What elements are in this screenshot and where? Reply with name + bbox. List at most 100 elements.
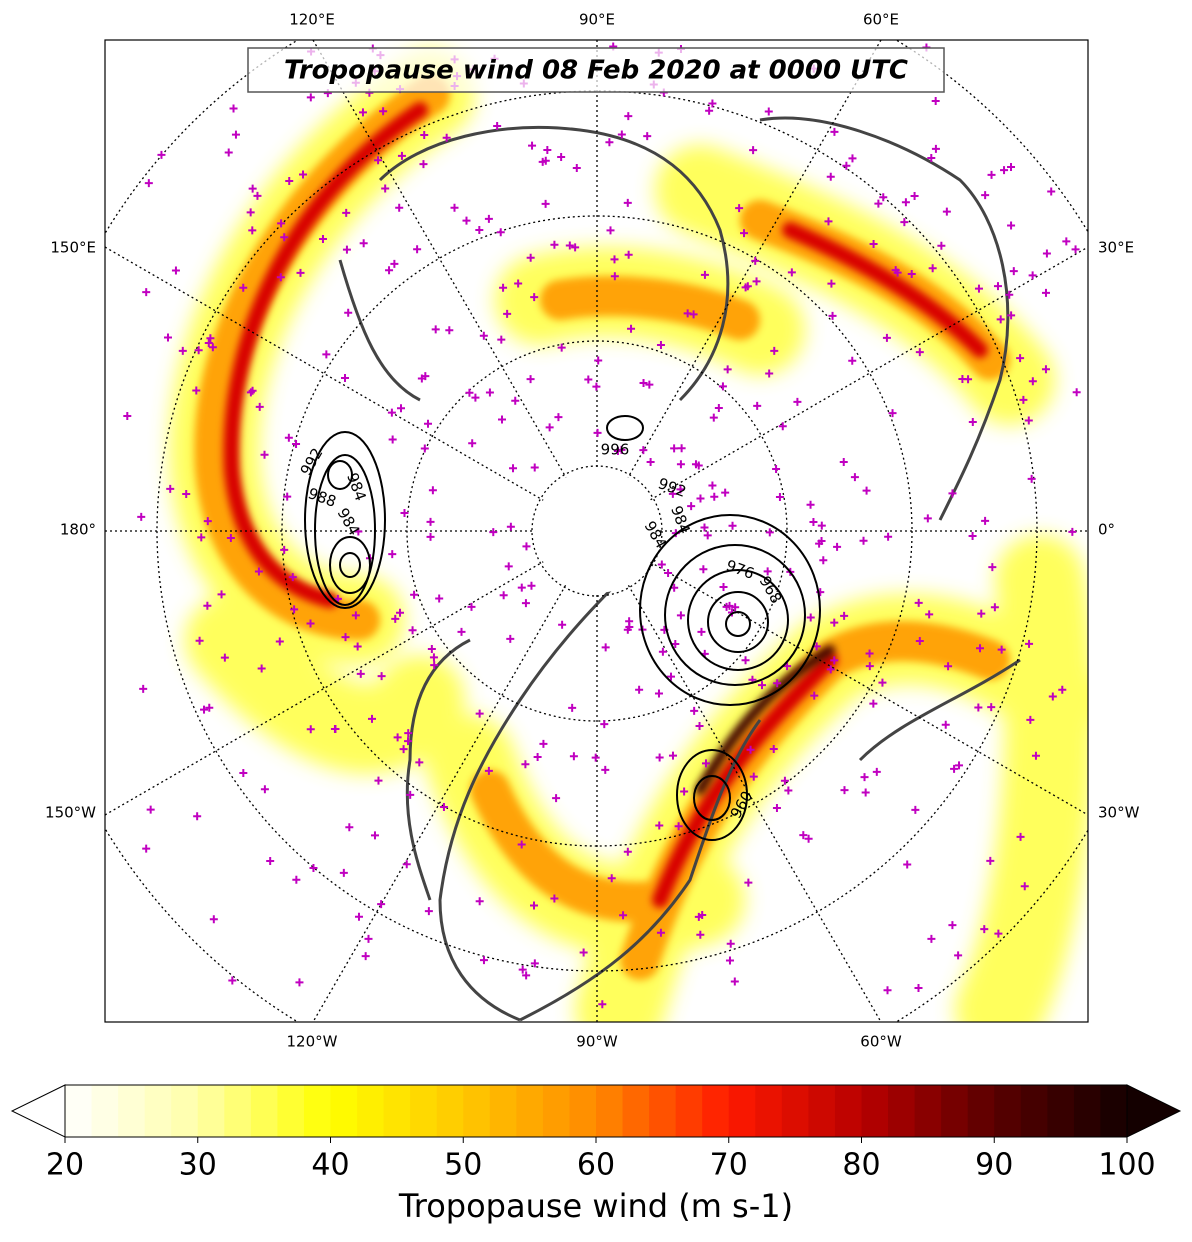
station [903, 860, 912, 869]
station [435, 594, 444, 603]
station [888, 409, 897, 418]
station [209, 915, 218, 924]
station [496, 228, 505, 237]
station [639, 379, 648, 388]
station [200, 705, 209, 714]
station [393, 733, 402, 742]
colorbar-segment [994, 1085, 1022, 1137]
station [670, 583, 679, 592]
station [430, 661, 439, 670]
station [907, 270, 916, 279]
colorbar-tick-label: 80 [842, 1148, 880, 1183]
station [1007, 311, 1016, 320]
station [518, 965, 527, 974]
station [763, 567, 772, 576]
map-frame [104, 39, 1089, 1023]
lonlat-label: 90°E [579, 11, 615, 29]
station [830, 656, 839, 665]
station [610, 272, 619, 281]
station [142, 844, 151, 853]
station [839, 457, 848, 466]
station [623, 847, 632, 856]
station [676, 460, 685, 469]
station [656, 928, 665, 937]
station [784, 786, 793, 795]
station [404, 729, 413, 738]
station [719, 583, 728, 592]
station [809, 517, 818, 526]
station [691, 460, 700, 469]
station [205, 703, 214, 712]
station [731, 603, 740, 612]
station [833, 542, 842, 551]
station [137, 512, 146, 521]
station [280, 545, 289, 554]
station [937, 241, 946, 250]
station [277, 219, 286, 228]
station [342, 208, 351, 217]
station [306, 725, 315, 734]
station [664, 568, 673, 577]
station [462, 216, 471, 225]
lonlat-label: 90°W [576, 1033, 618, 1051]
station [676, 611, 685, 620]
station [751, 256, 760, 265]
station [388, 435, 397, 444]
colorbar-segment [542, 1085, 570, 1137]
station [770, 346, 779, 355]
station [643, 132, 652, 141]
colorbar-segment [861, 1085, 889, 1137]
station [203, 601, 212, 610]
station [522, 971, 531, 980]
station [296, 268, 305, 277]
station [285, 177, 294, 186]
station [765, 528, 774, 537]
station [722, 602, 731, 611]
station [1058, 685, 1067, 694]
colorbar-segment [834, 1085, 862, 1137]
colorbar-segment [728, 1085, 756, 1137]
station [292, 875, 301, 884]
station [322, 350, 331, 359]
station [527, 581, 536, 590]
pressure-contours [304, 415, 821, 841]
colorbar-segment [1100, 1085, 1128, 1137]
station [471, 393, 480, 402]
station [254, 567, 263, 576]
colorbar-segment [410, 1085, 438, 1137]
station [489, 528, 498, 537]
station [931, 144, 940, 153]
station [420, 131, 429, 140]
colorbar-segment [91, 1085, 119, 1137]
station [333, 594, 342, 603]
station [420, 444, 429, 453]
station [283, 492, 292, 501]
station [208, 343, 217, 352]
station [358, 108, 367, 117]
station [260, 785, 269, 794]
station [1007, 221, 1016, 230]
station [990, 603, 999, 612]
station [194, 346, 203, 355]
station [450, 203, 459, 212]
station [195, 636, 204, 645]
station [339, 868, 348, 877]
station [799, 831, 808, 840]
station [687, 502, 696, 511]
station [253, 191, 262, 200]
station [522, 542, 531, 551]
station [778, 422, 787, 431]
pole-hole [535, 469, 659, 593]
station [413, 245, 422, 254]
colorbar-segment [1047, 1085, 1075, 1137]
station [915, 348, 924, 357]
station [306, 93, 315, 102]
station [610, 255, 619, 264]
station [541, 199, 550, 208]
station [941, 720, 950, 729]
colorbar-segment [675, 1085, 703, 1137]
station [690, 706, 699, 715]
station [883, 986, 892, 995]
colorbar-segment [941, 1085, 969, 1137]
colorbar-segment [65, 1085, 93, 1137]
